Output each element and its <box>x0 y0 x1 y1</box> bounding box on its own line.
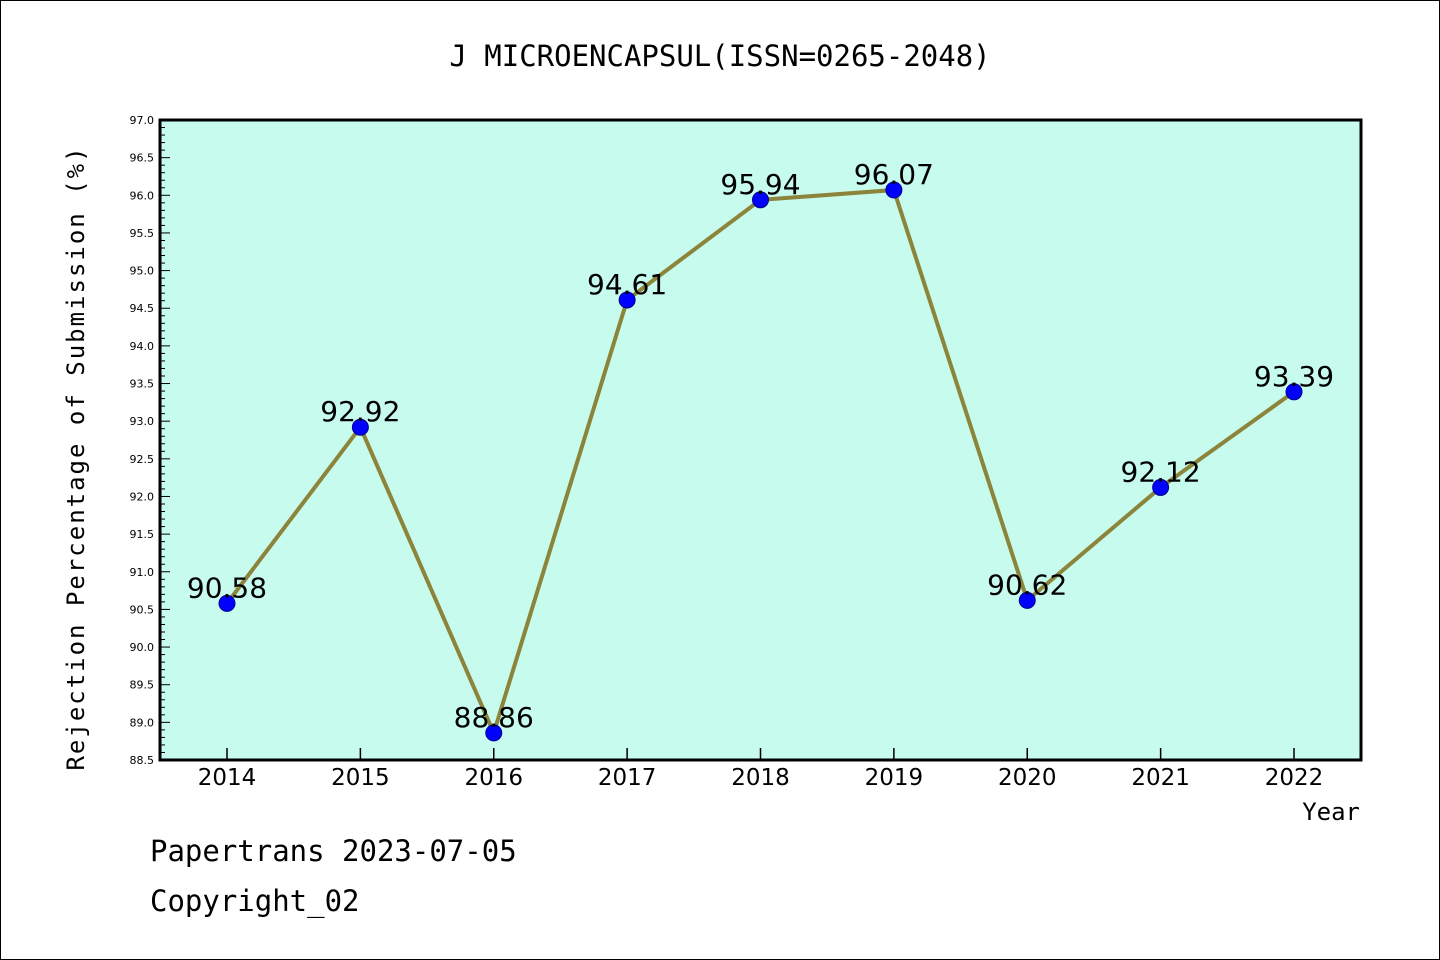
y-tick-label: 92.0 <box>130 490 155 503</box>
data-label: 92.92 <box>320 395 400 428</box>
chart-title: J MICROENCAPSUL(ISSN=0265-2048) <box>449 39 990 73</box>
data-point-2020 <box>1018 591 1036 609</box>
y-tick-label: 89.5 <box>130 679 155 692</box>
data-point-2022 <box>1285 383 1303 401</box>
y-axis-label: Rejection Percentage of Submission (%) <box>62 145 90 770</box>
data-point-2015 <box>351 418 369 436</box>
series-line <box>218 181 1303 742</box>
plot-area <box>158 118 1363 762</box>
data-point-2016 <box>485 724 503 742</box>
y-tick-label: 96.5 <box>130 152 155 165</box>
y-tick-label: 89.0 <box>130 716 155 729</box>
data-label: 90.62 <box>987 568 1067 601</box>
x-tick-label: 2014 <box>198 765 257 791</box>
data-point-2019 <box>885 181 903 199</box>
y-tick-label: 94.5 <box>130 302 155 315</box>
y-tick-label: 91.5 <box>130 528 155 541</box>
y-tick-label: 95.5 <box>130 227 155 240</box>
y-tick-label: 92.5 <box>130 453 155 466</box>
x-tick-label: 2015 <box>331 765 390 791</box>
data-point-2014 <box>218 594 236 612</box>
x-tick-label: 2020 <box>998 765 1057 791</box>
footer-date: Papertrans 2023-07-05 <box>150 834 517 868</box>
data-label: 90.58 <box>187 571 267 604</box>
x-axis-label: Year <box>1302 798 1360 826</box>
y-tick-label: 90.5 <box>130 603 155 616</box>
data-point-2021 <box>1152 478 1170 496</box>
x-tick-label: 2019 <box>865 765 924 791</box>
data-label: 96.07 <box>854 158 934 191</box>
footer-copyright: Copyright_02 <box>150 884 360 918</box>
data-label: 94.61 <box>587 268 667 301</box>
data-label: 92.12 <box>1121 455 1201 488</box>
x-tick-label: 2016 <box>464 765 523 791</box>
data-point-2017 <box>618 291 636 309</box>
data-label: 93.39 <box>1254 360 1334 393</box>
x-axis: 2014 2015 2016 2017 2018 2019 2020 2021 2022 <box>198 748 1324 791</box>
y-axis: 88.5 89.0 89.5 90.0 90.5 91.0 91.5 92.0 92.5 93.0… <box>130 114 170 767</box>
data-label: 95.94 <box>720 168 800 201</box>
y-tick-label: 95.0 <box>130 265 155 278</box>
y-tick-label: 96.0 <box>130 189 155 202</box>
data-label: 88.86 <box>454 701 534 734</box>
x-tick-label: 2018 <box>731 765 790 791</box>
data-labels: 90.58 92.92 88.86 94.61 95.94 96.07 90.62 92.12… <box>187 158 1334 734</box>
x-tick-label: 2022 <box>1265 765 1324 791</box>
y-tick-label: 93.5 <box>130 378 155 391</box>
y-tick-label: 88.5 <box>130 754 155 767</box>
y-tick-label: 94.0 <box>130 340 155 353</box>
x-tick-label: 2021 <box>1131 765 1190 791</box>
y-tick-label: 97.0 <box>130 114 155 127</box>
x-tick-label: 2017 <box>598 765 657 791</box>
y-tick-label: 93.0 <box>130 415 155 428</box>
data-point-2018 <box>752 191 769 209</box>
y-tick-label: 91.0 <box>130 566 155 579</box>
y-tick-label: 90.0 <box>130 641 155 654</box>
